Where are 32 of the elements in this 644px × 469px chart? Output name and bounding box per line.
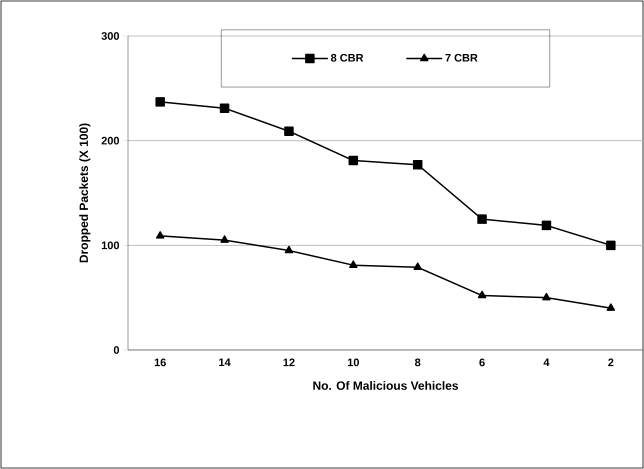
x-tick-label: 8 bbox=[414, 358, 420, 366]
x-tick-label: 4 bbox=[544, 358, 550, 366]
x-tick-label: 6 bbox=[479, 358, 485, 366]
point bbox=[478, 290, 486, 298]
y-tick-label: 300 bbox=[101, 32, 120, 40]
point bbox=[412, 160, 422, 170]
legend-label: 8 CBR bbox=[330, 54, 364, 62]
y-tick-label: 200 bbox=[102, 136, 120, 145]
x-tick-label: 12 bbox=[284, 358, 295, 366]
y-axis-title: Dropped Packets (X 100) bbox=[79, 124, 90, 262]
point bbox=[413, 262, 422, 270]
point bbox=[155, 97, 165, 107]
point bbox=[284, 126, 294, 136]
point bbox=[156, 231, 164, 239]
y-tick-label: 0 bbox=[114, 346, 120, 354]
point bbox=[477, 214, 487, 224]
point bbox=[542, 292, 551, 300]
x-tick-label: 2 bbox=[608, 358, 614, 366]
point bbox=[220, 235, 229, 243]
point bbox=[606, 303, 616, 311]
point bbox=[542, 220, 552, 230]
point bbox=[606, 240, 616, 250]
point bbox=[284, 246, 294, 254]
x-tick-label: 16 bbox=[154, 358, 166, 366]
x-tick-label: 10 bbox=[348, 358, 359, 366]
x-tick-label: 14 bbox=[219, 358, 231, 366]
point bbox=[349, 260, 358, 268]
y-tick-label: 100 bbox=[102, 241, 120, 250]
point bbox=[220, 103, 230, 113]
legend-label: 7 CBR bbox=[445, 54, 478, 62]
x-axis-title: No. Of Malicious Vehicles bbox=[313, 381, 458, 390]
point bbox=[348, 156, 358, 166]
